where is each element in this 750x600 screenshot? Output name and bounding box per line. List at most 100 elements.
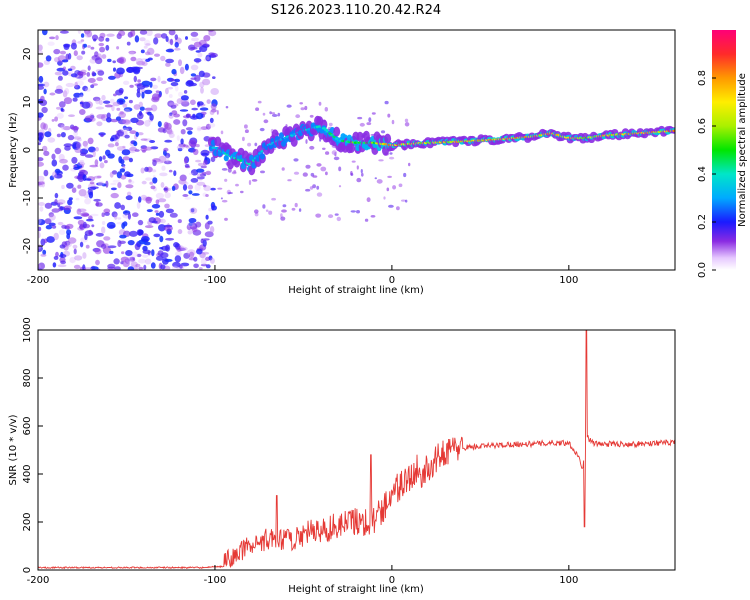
noise-blob bbox=[70, 73, 78, 78]
y-tick-label: 20 bbox=[22, 48, 33, 61]
noise-blob bbox=[78, 71, 87, 76]
noise-blob bbox=[158, 210, 165, 218]
colorbar: 0.0 0.2 0.4 0.6 0.8 Normalized spectral ampl… bbox=[697, 30, 748, 278]
noise-blob bbox=[392, 185, 397, 190]
noise-blob bbox=[112, 101, 121, 107]
noise-blob bbox=[125, 250, 133, 256]
noise-blob bbox=[95, 259, 100, 266]
noise-blob bbox=[143, 45, 148, 49]
noise-blob bbox=[96, 114, 106, 119]
noise-blob bbox=[144, 166, 149, 172]
noise-blob bbox=[184, 197, 191, 200]
noise-blob bbox=[196, 125, 202, 132]
noise-blob bbox=[170, 82, 179, 87]
noise-blob bbox=[384, 100, 389, 105]
noise-blob bbox=[136, 91, 141, 98]
noise-blob bbox=[65, 82, 75, 88]
noise-blob bbox=[81, 101, 91, 109]
noise-blob bbox=[62, 90, 68, 98]
snr-x-label: Height of straight line (km) bbox=[288, 584, 424, 595]
noise-blob bbox=[204, 231, 214, 238]
noise-blob bbox=[38, 267, 42, 270]
noise-blob bbox=[74, 255, 83, 261]
noise-blob bbox=[149, 140, 156, 143]
noise-blob bbox=[198, 267, 203, 270]
noise-blob bbox=[42, 145, 48, 152]
noise-blob bbox=[334, 213, 339, 216]
noise-blob bbox=[60, 124, 65, 130]
noise-blob bbox=[262, 204, 266, 209]
snr-frame bbox=[37, 329, 676, 571]
noise-blob bbox=[89, 58, 97, 64]
noise-blob bbox=[195, 50, 201, 53]
noise-blob bbox=[53, 232, 59, 241]
noise-blob bbox=[196, 168, 205, 173]
noise-blob bbox=[143, 146, 153, 151]
noise-blob bbox=[38, 50, 43, 54]
noise-blob bbox=[110, 187, 117, 191]
noise-blob bbox=[107, 153, 115, 159]
noise-blob bbox=[164, 192, 171, 199]
noise-blob bbox=[174, 78, 181, 83]
noise-blob bbox=[57, 123, 65, 128]
noise-blob bbox=[174, 34, 178, 40]
noise-blob bbox=[152, 84, 159, 89]
noise-blob bbox=[169, 212, 178, 218]
noise-blob bbox=[117, 129, 124, 137]
noise-blob bbox=[117, 239, 122, 248]
noise-blob bbox=[282, 204, 287, 208]
noise-blob bbox=[109, 171, 114, 178]
noise-blob bbox=[55, 251, 59, 258]
noise-blob bbox=[97, 175, 102, 179]
noise-blob bbox=[153, 37, 159, 45]
noise-blob bbox=[194, 74, 201, 82]
noise-blob bbox=[150, 185, 156, 190]
noise-blob bbox=[134, 149, 140, 152]
noise-blob bbox=[46, 236, 55, 243]
noise-blob bbox=[73, 136, 82, 140]
noise-blob bbox=[73, 50, 78, 57]
noise-blob bbox=[176, 145, 185, 150]
noise-blob bbox=[305, 188, 311, 192]
noise-blob bbox=[165, 87, 169, 95]
noise-blob bbox=[389, 152, 393, 155]
noise-blob bbox=[132, 66, 141, 73]
y-tick-label: 1000 bbox=[22, 317, 33, 342]
noise-blob bbox=[198, 70, 205, 78]
noise-blob bbox=[72, 141, 81, 149]
noise-blob bbox=[125, 256, 133, 264]
noise-blob bbox=[125, 126, 133, 131]
noise-blob bbox=[62, 66, 67, 71]
noise-blob bbox=[154, 210, 159, 213]
noise-blob bbox=[190, 178, 199, 183]
noise-blob bbox=[221, 199, 228, 203]
noise-blob bbox=[126, 41, 131, 46]
ridge-core bbox=[672, 129, 675, 132]
noise-blob bbox=[206, 99, 211, 104]
noise-blob bbox=[124, 134, 130, 139]
noise-blob bbox=[162, 258, 169, 265]
noise-blob bbox=[57, 202, 64, 205]
noise-blob bbox=[128, 157, 133, 163]
noise-blob bbox=[152, 177, 158, 184]
noise-blob bbox=[127, 240, 135, 246]
noise-blob bbox=[51, 208, 60, 213]
noise-blob bbox=[151, 169, 157, 173]
noise-blob bbox=[82, 85, 88, 92]
noise-blob bbox=[210, 108, 217, 113]
noise-blob bbox=[262, 112, 266, 116]
noise-blob bbox=[150, 77, 157, 82]
noise-blob bbox=[107, 58, 112, 63]
noise-blob bbox=[103, 100, 111, 104]
noise-blob bbox=[54, 147, 62, 155]
noise-blob bbox=[254, 142, 258, 147]
noise-blob bbox=[257, 100, 262, 104]
noise-blob bbox=[387, 175, 392, 178]
noise-blob bbox=[76, 55, 83, 61]
noise-blob bbox=[182, 184, 188, 191]
noise-blob bbox=[315, 213, 322, 218]
noise-blob bbox=[38, 226, 42, 232]
noise-blob bbox=[269, 111, 272, 115]
noise-blob bbox=[208, 31, 212, 36]
